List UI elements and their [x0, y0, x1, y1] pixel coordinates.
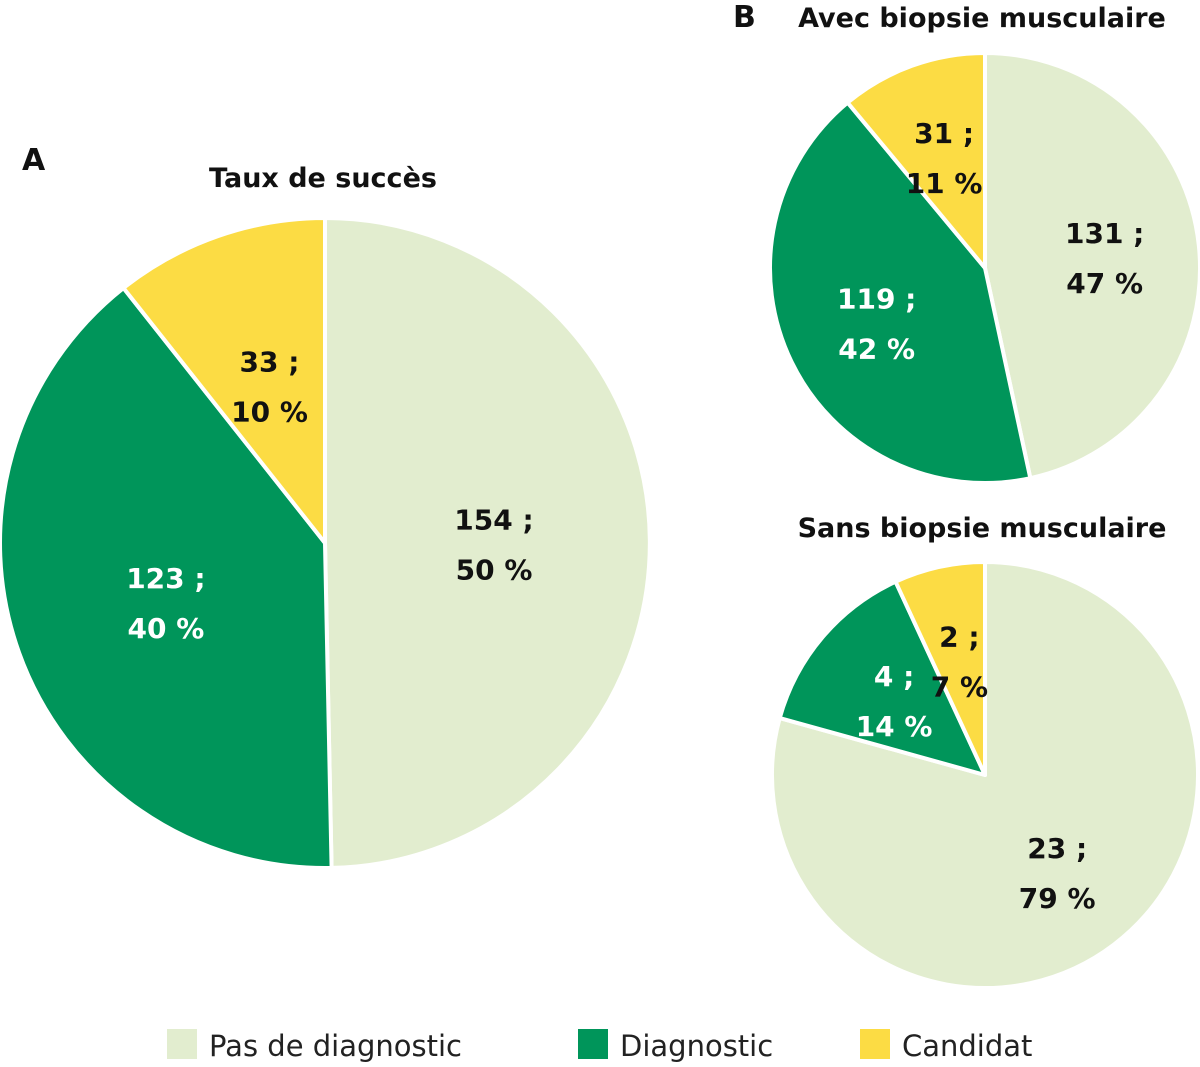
legend-item-diagnostic: Diagnostic	[578, 1029, 773, 1063]
charts-layer: 154 ; 50 % 123 ; 40 % 33 ; 10 % Taux de succès…	[0, 0, 1200, 990]
chart-title: Taux de succès	[209, 163, 437, 194]
slice-label-diagnostic: 4 ; 14 %	[856, 660, 933, 743]
slice-label-candidat: 2 ; 7 %	[931, 621, 988, 704]
slice-label-diagnostic: 119 ; 42 %	[837, 283, 916, 366]
chart-title: Avec biopsie musculaire	[798, 3, 1166, 34]
legend-label: Candidat	[902, 1029, 1032, 1063]
legend-swatch	[167, 1029, 197, 1059]
legend-label: Pas de diagnostic	[209, 1029, 462, 1063]
slice-label-candidat: 33 ; 10 %	[231, 345, 308, 428]
legend-swatch	[578, 1029, 608, 1059]
legend-item-candidat: Candidat	[860, 1029, 1032, 1063]
pie-slice-diagnostic	[768, 100, 1033, 485]
panel-letter: A	[22, 143, 46, 178]
panel-letter: B	[733, 0, 756, 35]
legend-swatch	[860, 1029, 890, 1059]
slice-label-pas-de-diagnostic: 131 ; 47 %	[1065, 217, 1144, 300]
pie-slice-diagnostic	[0, 286, 334, 870]
slice-label-pas-de-diagnostic: 154 ; 50 %	[454, 503, 533, 586]
pie-slice-candidat	[845, 51, 987, 270]
pie-slice-pas-de-diagnostic	[983, 51, 1200, 481]
slice-label-pas-de-diagnostic: 23 ; 79 %	[1019, 832, 1096, 915]
pie-chart-sans-biopsie-musculaire: 23 ; 79 % 4 ; 14 %2 ; 7 % Sans biopsie muscul…	[770, 513, 1200, 990]
pie-slice-pas-de-diagnostic	[323, 216, 652, 870]
pie-slice-candidat	[121, 216, 327, 545]
legend-item-pas-de-diagnostic: Pas de diagnostic	[167, 1029, 462, 1063]
pie-chart-avec-biopsie-musculaire: 131 ; 47 % 119 ; 42 % 31 ; 11 % Avec biopsie m…	[733, 0, 1200, 485]
legend-label: Diagnostic	[620, 1029, 773, 1063]
pie-chart-taux-de-succ-s: 154 ; 50 % 123 ; 40 % 33 ; 10 % Taux de succès…	[0, 143, 652, 870]
legend: Pas de diagnostic Diagnostic Candidat	[167, 1029, 1032, 1063]
slice-label-diagnostic: 123 ; 40 %	[126, 562, 205, 645]
pie-slice-pas-de-diagnostic	[770, 560, 1200, 990]
pie-slice-candidat	[893, 560, 987, 777]
pie-slice-diagnostic	[777, 579, 987, 777]
chart-title: Sans biopsie musculaire	[798, 513, 1167, 544]
slice-label-candidat: 31 ; 11 %	[906, 117, 983, 200]
